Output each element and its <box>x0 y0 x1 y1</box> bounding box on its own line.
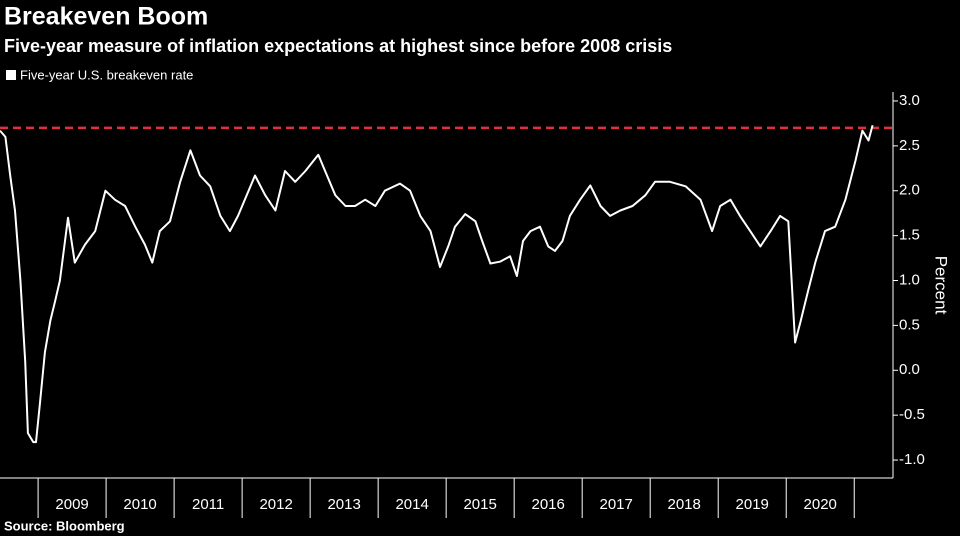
x-tick-label: 2012 <box>259 496 292 513</box>
x-tick-label: 2011 <box>192 496 224 513</box>
y-tick-label: -0.5 <box>899 406 925 423</box>
y-tick-label: 1.5 <box>899 227 920 244</box>
y-axis-label: Percent <box>932 256 951 315</box>
legend-swatch <box>6 70 16 80</box>
x-tick-label: 2014 <box>395 496 428 513</box>
y-tick-label: 1.0 <box>899 271 920 288</box>
chart-subtitle: Five-year measure of inflation expectati… <box>4 36 672 56</box>
x-tick-label: 2020 <box>804 496 837 513</box>
y-tick-label: -1.0 <box>899 451 925 468</box>
x-tick-label: 2019 <box>736 496 769 513</box>
x-tick-label: 2009 <box>55 496 88 513</box>
x-tick-label: 2013 <box>327 496 360 513</box>
x-tick-label: 2017 <box>600 496 633 513</box>
x-tick-label: 2016 <box>531 496 564 513</box>
chart-title: Breakeven Boom <box>4 3 208 31</box>
x-tick-label: 2010 <box>123 496 156 513</box>
series-line <box>0 124 874 444</box>
legend-label: Five-year U.S. breakeven rate <box>20 67 193 82</box>
x-tick-label: 2015 <box>463 496 496 513</box>
y-tick-label: 2.5 <box>899 137 920 154</box>
y-tick-label: 0.5 <box>899 316 920 333</box>
y-tick-label: 0.0 <box>899 361 920 378</box>
y-tick-label: 3.0 <box>899 92 920 109</box>
source: Source: Bloomberg <box>4 518 125 533</box>
y-tick-label: 2.0 <box>899 182 920 199</box>
x-tick-label: 2018 <box>668 496 701 513</box>
